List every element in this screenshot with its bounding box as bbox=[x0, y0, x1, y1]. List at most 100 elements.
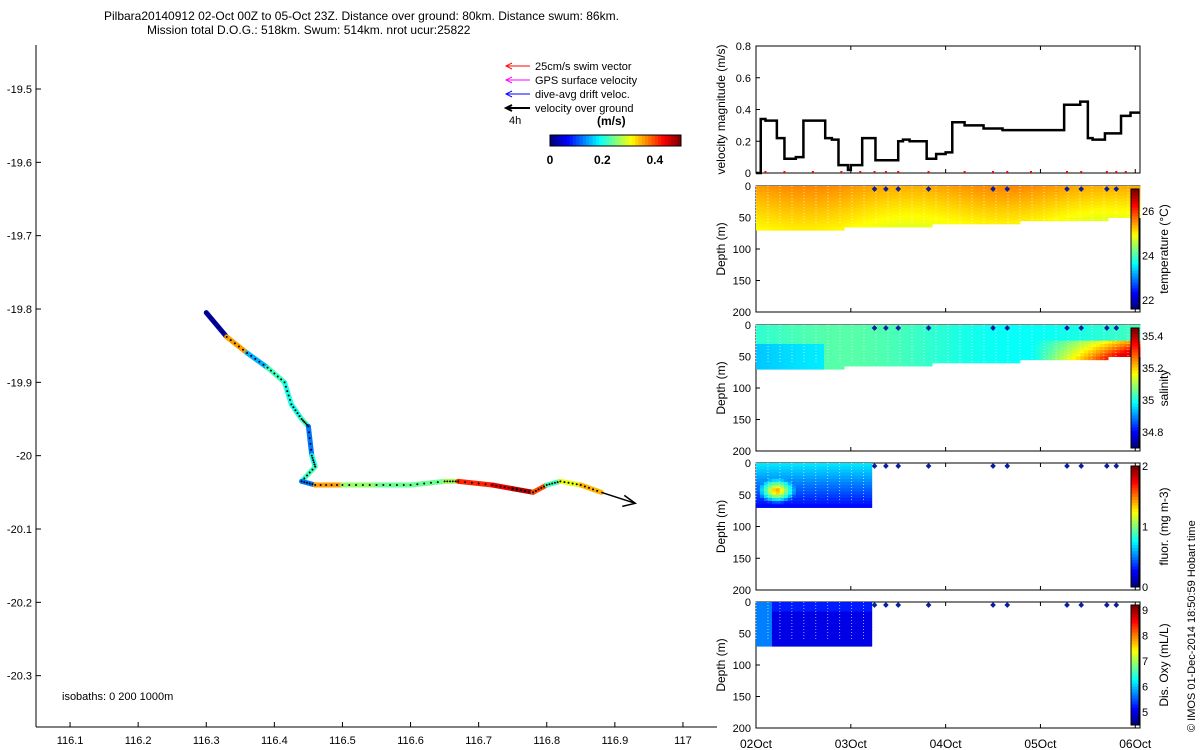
section-cell bbox=[756, 356, 761, 361]
section-cell bbox=[823, 488, 829, 493]
section-cell bbox=[1048, 217, 1053, 222]
section-cell bbox=[864, 214, 869, 218]
section-cell bbox=[1048, 198, 1053, 203]
section-cell bbox=[827, 494, 833, 499]
section-cell bbox=[912, 201, 917, 206]
section-cell bbox=[1112, 211, 1117, 215]
section-cell bbox=[1004, 189, 1009, 193]
section-cell bbox=[1072, 328, 1077, 332]
section-cell bbox=[932, 195, 937, 200]
section-cell bbox=[836, 350, 841, 354]
section-cell bbox=[867, 488, 873, 493]
section-cell bbox=[976, 201, 981, 206]
section-cell bbox=[859, 501, 865, 505]
section-cell bbox=[791, 475, 797, 480]
section-cell bbox=[1060, 340, 1065, 345]
section-cell bbox=[964, 359, 969, 364]
section-cell bbox=[848, 220, 853, 225]
section-cell bbox=[928, 362, 933, 367]
section-cell bbox=[839, 627, 845, 631]
section-cell bbox=[847, 466, 853, 470]
section-cell bbox=[799, 494, 805, 499]
section-cell bbox=[900, 204, 905, 209]
section-cell bbox=[847, 485, 853, 489]
section-cell bbox=[992, 328, 997, 332]
section-cell bbox=[840, 226, 845, 231]
section-cell bbox=[944, 353, 949, 357]
section-cell bbox=[756, 475, 761, 480]
colorbar-cell bbox=[1131, 662, 1139, 666]
section-cell bbox=[1072, 325, 1077, 329]
section-cell bbox=[1068, 201, 1073, 206]
section-cell bbox=[804, 192, 809, 196]
velocity-arrow bbox=[600, 491, 636, 505]
section-cell bbox=[980, 189, 985, 193]
section-cell bbox=[832, 214, 837, 218]
section-cell bbox=[756, 497, 761, 502]
section-cell bbox=[1112, 350, 1117, 354]
section-cell bbox=[904, 195, 909, 200]
section-cell bbox=[819, 491, 825, 496]
section-cell bbox=[756, 469, 761, 474]
section-cell bbox=[848, 362, 853, 367]
section-cell bbox=[1100, 356, 1105, 361]
section-cell bbox=[936, 204, 941, 209]
section-cell bbox=[820, 189, 825, 193]
section-cell bbox=[800, 328, 805, 332]
section-cell bbox=[788, 359, 793, 364]
section-cell bbox=[831, 624, 837, 628]
section-cell bbox=[936, 343, 941, 348]
section-cell bbox=[1084, 192, 1089, 196]
colorbar-cell bbox=[1131, 349, 1139, 353]
section-cell bbox=[1072, 350, 1077, 354]
section-cell bbox=[812, 201, 817, 206]
surface-marker bbox=[1004, 463, 1011, 469]
section-cell bbox=[795, 494, 801, 499]
section-cell bbox=[908, 362, 913, 367]
section-cell bbox=[928, 343, 933, 348]
section-cell bbox=[920, 340, 925, 345]
section-cell bbox=[916, 186, 921, 190]
section-cell bbox=[900, 343, 905, 348]
section-cell bbox=[1092, 198, 1097, 203]
section-cell bbox=[1080, 204, 1085, 209]
section-cell bbox=[944, 189, 949, 193]
section-cell bbox=[1068, 217, 1073, 222]
colorbar-cell bbox=[1131, 629, 1139, 633]
section-cell bbox=[800, 365, 805, 370]
colorbar-cell bbox=[569, 135, 574, 146]
section-cell bbox=[1128, 192, 1133, 196]
section-cell bbox=[791, 608, 797, 612]
section-cell bbox=[948, 337, 953, 342]
section-cell bbox=[812, 350, 817, 354]
track-point bbox=[262, 363, 265, 366]
section-cell bbox=[1064, 208, 1069, 212]
section-cell bbox=[892, 340, 897, 345]
section-cell bbox=[811, 624, 817, 628]
section-cell bbox=[788, 217, 793, 222]
section-cell bbox=[1108, 347, 1113, 351]
section-cell bbox=[800, 186, 805, 190]
section-cell bbox=[936, 334, 941, 339]
section-cell bbox=[756, 611, 761, 616]
section-cell bbox=[771, 463, 777, 467]
section-cell bbox=[1056, 189, 1061, 193]
section-cell bbox=[912, 220, 917, 225]
section-cell bbox=[779, 611, 785, 616]
section-cell bbox=[936, 192, 941, 196]
colorbar-cell bbox=[615, 135, 620, 146]
section-cell bbox=[772, 350, 777, 354]
section-cell bbox=[827, 624, 833, 628]
section-cell bbox=[968, 359, 973, 364]
section-cell bbox=[796, 226, 801, 231]
track-point bbox=[341, 484, 344, 486]
section-cell bbox=[796, 328, 801, 332]
section-cell bbox=[1052, 340, 1057, 345]
section-cell bbox=[924, 214, 929, 218]
section-cell bbox=[1116, 343, 1121, 348]
section-cell bbox=[792, 350, 797, 354]
section-cell bbox=[867, 636, 873, 641]
section-cell bbox=[780, 192, 785, 196]
section-cell bbox=[1060, 186, 1065, 190]
surface-marker bbox=[1004, 186, 1011, 192]
